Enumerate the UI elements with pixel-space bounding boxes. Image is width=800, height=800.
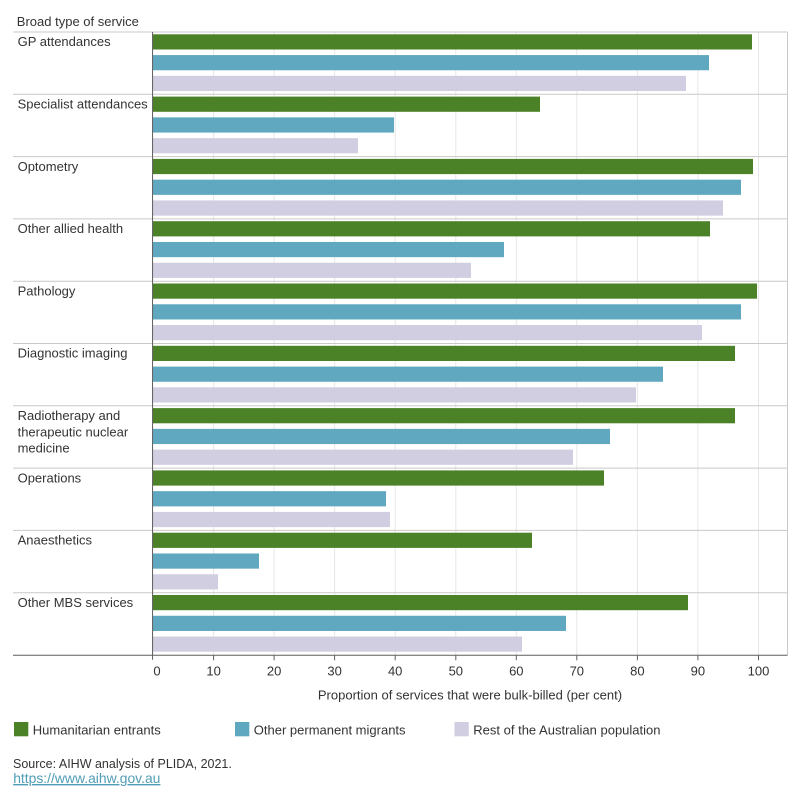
svg-text:30: 30 xyxy=(327,664,341,679)
svg-text:GP attendances: GP attendances xyxy=(18,34,111,49)
svg-text:0: 0 xyxy=(153,664,160,679)
svg-text:70: 70 xyxy=(570,664,584,679)
svg-text:10: 10 xyxy=(206,664,220,679)
svg-text:20: 20 xyxy=(267,664,281,679)
svg-text:Anaesthetics: Anaesthetics xyxy=(18,533,93,548)
svg-text:Specialist attendances: Specialist attendances xyxy=(18,97,149,112)
svg-text:Other permanent migrants: Other permanent migrants xyxy=(254,723,406,738)
svg-text:https://www.aihw.gov.au: https://www.aihw.gov.au xyxy=(13,770,160,786)
svg-text:Operations: Operations xyxy=(18,470,82,485)
svg-text:Other MBS services: Other MBS services xyxy=(18,595,134,610)
svg-text:Proportion of services that we: Proportion of services that were bulk-bi… xyxy=(318,688,622,703)
svg-text:100: 100 xyxy=(748,664,770,679)
svg-text:50: 50 xyxy=(449,664,463,679)
svg-text:medicine: medicine xyxy=(18,441,70,456)
svg-text:Humanitarian entrants: Humanitarian entrants xyxy=(33,723,161,738)
svg-text:Optometry: Optometry xyxy=(18,159,79,174)
svg-text:Radiotherapy and: Radiotherapy and xyxy=(18,408,121,423)
svg-text:80: 80 xyxy=(630,664,644,679)
svg-text:Source: AIHW analysis of PLIDA: Source: AIHW analysis of PLIDA, 2021. xyxy=(13,757,232,771)
svg-text:60: 60 xyxy=(509,664,523,679)
svg-text:Broad type of service: Broad type of service xyxy=(17,14,139,29)
svg-text:Other allied health: Other allied health xyxy=(18,221,124,236)
svg-text:Pathology: Pathology xyxy=(18,283,76,298)
svg-text:90: 90 xyxy=(691,664,705,679)
svg-text:40: 40 xyxy=(388,664,402,679)
svg-text:therapeutic nuclear: therapeutic nuclear xyxy=(18,424,129,439)
svg-text:Diagnostic imaging: Diagnostic imaging xyxy=(18,346,128,361)
svg-text:Rest of the Australian populat: Rest of the Australian population xyxy=(473,723,660,738)
